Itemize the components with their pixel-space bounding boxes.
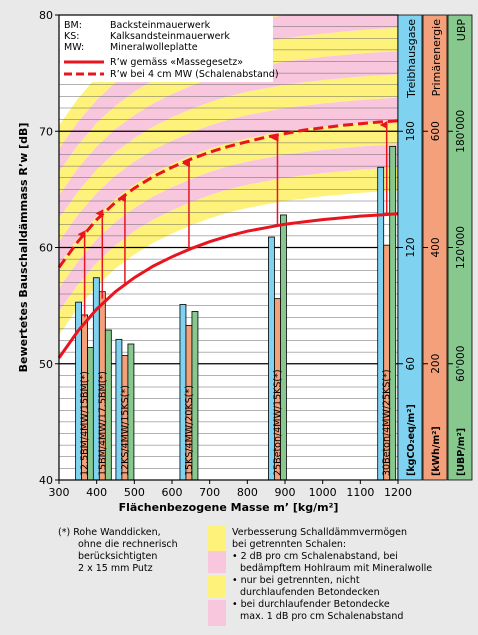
x-tick-label-7: 1000 [309,486,337,499]
env-column-unit-1: [kWh/m²] [431,426,442,476]
legend-line-label-1: R’w bei 4 cm MW (Schalenabstand) [110,69,279,80]
env-tick-label-1-1: 400 [430,237,442,257]
footnote-line-3: 2 x 15 mm Putz [78,563,153,574]
swatch-yellow-2 [208,576,226,598]
legend-abbr-text-1: Kalksandsteinmauerwerk [110,31,230,42]
bottom-legend-item-2-a: • bei durchlaufender Betondecke [232,599,390,610]
footnote-marker: (*) [58,527,71,538]
x-tick-label-5: 800 [237,486,258,499]
env-column-name-1: Primärenergie [430,19,443,97]
chart-svg: BM: Backsteinmauerwerk KS: Kalksandsteinmau… [17,9,473,514]
band-1 [59,144,398,312]
bar-label-5: 30Beton/4MW/25KS(*) [382,369,393,476]
shell-spacing-line [57,119,399,269]
legend-abbr-key-2: MW: [64,42,84,53]
swatch-pink-3 [208,600,226,626]
bottom-legend: Verbesserung Schalldämmvermögen bei getr… [232,527,472,623]
env-column-name-2: UBP [455,19,468,42]
env-tick-label-2-0: 60'000 [455,346,467,382]
swatch-yellow-heading [208,525,226,551]
y-tick-label-2: 60 [39,242,53,255]
legend-box [60,16,273,82]
bottom-legend-heading-0: Verbesserung Schalldämmvermögen [232,527,408,538]
footnote-line-2: berücksichtigten [78,551,158,562]
x-tick-label-6: 900 [275,486,296,499]
bottom-legend-item-0-a: • 2 dB pro cm Schalenabstand, bei [232,551,398,562]
bottom-legend-item-2-b: max. 1 dB pro cm Schalenabstand [240,611,404,622]
env-tick-label-0-2: 180 [405,121,417,141]
x-tick-label-4: 700 [199,486,220,499]
bottom-legend-item-0-b: bedämpftem Hohlraum mit Mineralwolle [240,563,433,574]
env-column-name-0: Treibhausgase [405,19,418,99]
bar-label-4: 25Beton/4MW/15KS(*) [272,369,283,476]
bottom-legend-item-1-b: durchlaufenden Betondecken [240,587,380,598]
env-tick-label-1-0: 200 [430,354,442,374]
y-tick-label-4: 80 [39,9,53,22]
y-tick-label-0: 40 [39,474,53,487]
legend-line-label-0: R’w gemäss «Massegesetz» [110,57,243,68]
y-tick-label-1: 50 [39,358,53,371]
legend-abbr-text-2: Mineralwolleplatte [110,42,198,53]
x-tick-label-0: 300 [49,486,70,499]
bottom-legend-heading-1: bei getrennten Schalen: [232,539,347,550]
y-tick-label-3: 70 [39,125,53,138]
bar-label-2: 12KS/4MW/15KS(*) [120,385,131,476]
band-5 [59,51,398,219]
env-column-unit-0: [kgCO₂eq/m²] [406,404,417,476]
x-tick-label-9: 1200 [384,486,412,499]
x-tick-label-3: 600 [162,486,183,499]
footnote-line-0: Rohe Wanddicken, [73,527,161,538]
env-tick-label-2-2: 180'000 [455,110,467,153]
y-axis-label: Bewertetes Bauschalldämmass R’w [dB] [17,123,30,373]
footnote-line-1: ohne die rechnerisch [78,539,178,550]
env-tick-label-0-1: 120 [405,237,417,257]
legend-abbr-key-0: BM: [64,20,82,31]
bar-label-3: 15KS/4MW/20KS(*) [184,385,195,476]
env-tick-label-0-0: 60 [405,357,417,370]
footnote: (*) Rohe Wanddicken, ohne die rechnerisc… [58,527,208,575]
x-tick-label-2: 500 [124,486,145,499]
env-tick-label-2-1: 120'000 [455,226,467,269]
x-tick-label-1: 400 [86,486,107,499]
env-tick-label-1-2: 600 [430,121,442,141]
legend-abbr-key-1: KS: [64,31,79,42]
mass-law-line [57,212,399,359]
x-axis-label: Flächenbezogene Masse m’ [kg/m²] [119,501,339,514]
bar-label-0: 12.5BM/4MW/15BM(*) [80,371,91,476]
x-tick-label-8: 1100 [346,486,374,499]
legend-abbr-text-0: Backsteinmauerwerk [110,20,211,31]
env-column-unit-2: [UBP/m²] [456,428,467,476]
bar-label-1: 15BM/4MW/17.5BM(*) [97,371,108,476]
swatch-pink-1 [208,551,226,573]
bottom-legend-item-1-a: • nur bei getrennten, nicht [232,575,360,586]
